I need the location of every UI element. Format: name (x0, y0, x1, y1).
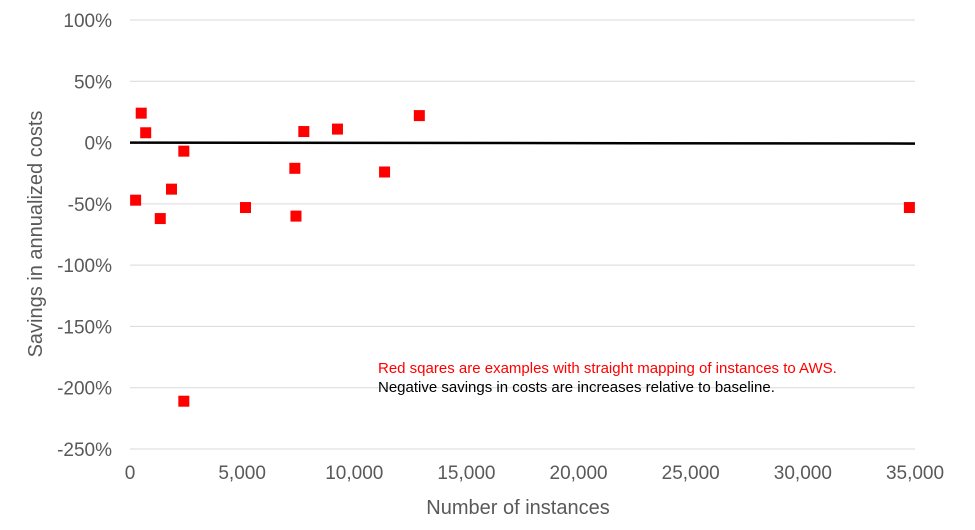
y-tick-label: -250% (57, 440, 112, 461)
zero-baseline (129, 141, 916, 145)
x-tick-label: 35,000 (886, 463, 944, 484)
data-point (178, 145, 190, 157)
data-point (298, 126, 310, 138)
y-tick-label: 0% (85, 134, 113, 155)
x-tick-label: 0 (125, 463, 136, 484)
y-tick-label: -200% (57, 379, 112, 400)
y-tick-label: -150% (57, 317, 112, 338)
y-tick-labels: 100% 50% 0% -50% -100% -150% -200% -250% (57, 11, 112, 461)
data-point (135, 107, 147, 119)
x-tick-label: 20,000 (550, 463, 608, 484)
x-axis-title: Number of instances (426, 497, 609, 519)
data-point (165, 183, 177, 195)
data-point (290, 210, 302, 222)
data-point (379, 166, 391, 178)
data-point (178, 395, 190, 407)
data-point (413, 110, 425, 122)
x-tick-labels: 0 5,000 10,000 15,000 20,000 25,000 30,000 35,0… (125, 463, 944, 484)
y-axis-title: Savings in annualized costs (25, 111, 47, 358)
data-point (289, 162, 301, 174)
x-tick-label: 15,000 (437, 463, 495, 484)
y-tick-label: 50% (74, 72, 112, 93)
annotation-negative-savings: Negative savings in costs are increases … (378, 379, 775, 396)
data-point (130, 194, 142, 206)
y-tick-label: -50% (68, 195, 112, 216)
x-tick-label: 30,000 (774, 463, 832, 484)
annotation-red-squares: Red sqares are examples with straight ma… (378, 360, 837, 377)
data-point (903, 202, 915, 214)
x-tick-label: 10,000 (325, 463, 383, 484)
x-tick-label: 5,000 (218, 463, 266, 484)
data-point (140, 127, 152, 139)
data-point (331, 123, 343, 135)
data-points (130, 107, 915, 407)
y-tick-label: 100% (63, 11, 112, 32)
x-tick-label: 25,000 (662, 463, 720, 484)
y-tick-label: -100% (57, 256, 112, 277)
data-point (240, 202, 252, 214)
data-point (154, 213, 166, 225)
